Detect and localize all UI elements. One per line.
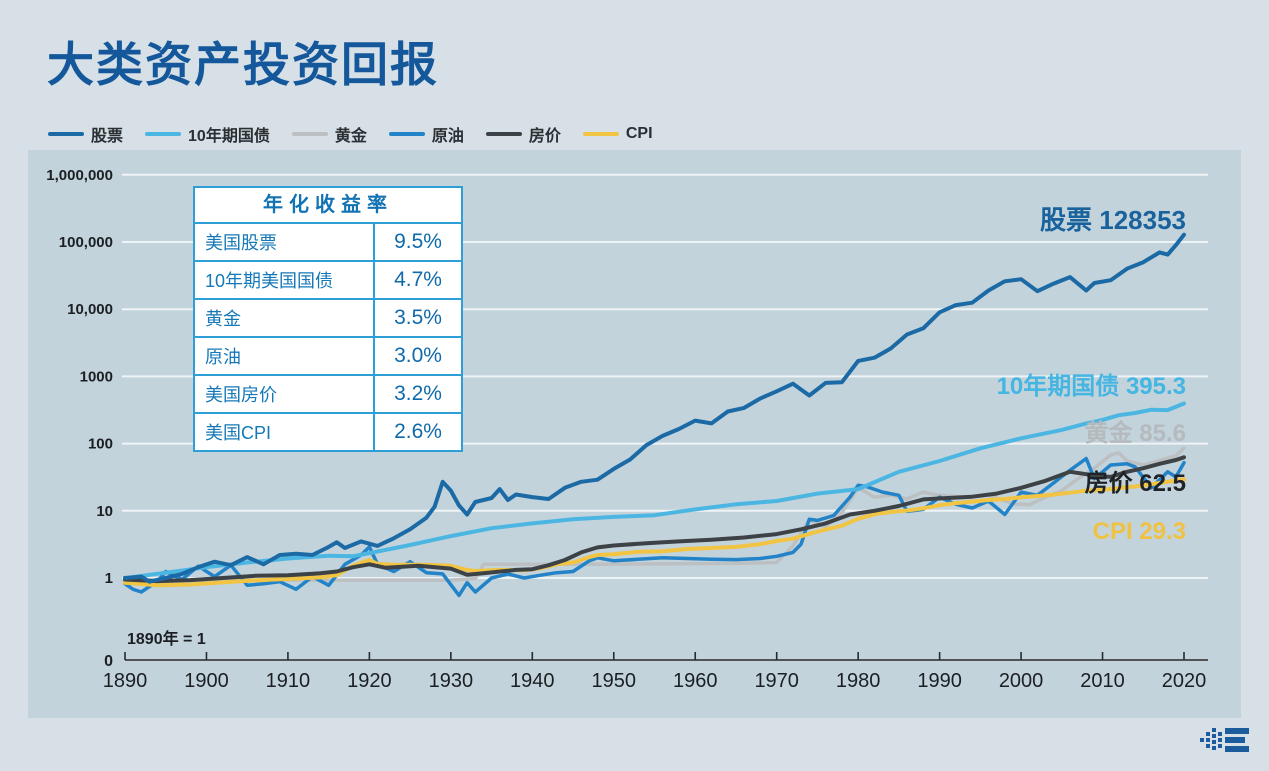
line-swatch-icon <box>48 132 84 136</box>
svg-text:1910: 1910 <box>266 670 311 692</box>
svg-text:1900: 1900 <box>184 670 229 692</box>
legend-item-oil: 原油 <box>388 122 464 146</box>
legend-item-treasury: 10年期国债 <box>145 122 270 146</box>
return-value: 9.5% <box>394 230 442 253</box>
return-value: 2.6% <box>394 420 442 443</box>
svg-text:100,000: 100,000 <box>59 234 113 251</box>
line-swatch-icon <box>582 132 619 136</box>
svg-text:0: 0 <box>104 653 113 670</box>
page-title: 大类资产投资回报 <box>47 38 439 91</box>
svg-text:股票 128353: 股票 128353 <box>1040 205 1186 235</box>
svg-text:1950: 1950 <box>592 670 637 692</box>
asset-label: 10年期美国国债 <box>195 262 375 298</box>
line-swatch-icon <box>485 132 522 136</box>
svg-text:1990: 1990 <box>917 670 962 692</box>
chart-legend: 股票 10年期国债 黄金 原油 房价 CPI <box>48 122 653 146</box>
returns-table: 年化收益率 美国股票 9.5% 10年期美国国债 4.7% 黄金 3.5% 原油… <box>193 186 463 452</box>
legend-label: CPI <box>625 125 653 142</box>
svg-text:2010: 2010 <box>1080 670 1125 692</box>
table-row: 黄金 3.5% <box>195 300 461 338</box>
return-value: 3.2% <box>394 382 442 405</box>
svg-text:1940: 1940 <box>510 670 555 692</box>
legend-label: 黄金 <box>334 128 367 145</box>
svg-text:房价 62.5: 房价 62.5 <box>1085 469 1186 497</box>
legend-item-house: 房价 <box>485 122 561 146</box>
svg-text:1970: 1970 <box>754 670 799 692</box>
legend-item-cpi: CPI <box>582 125 653 143</box>
table-row: 美国股票 9.5% <box>195 224 461 262</box>
legend-label: 10年期国债 <box>188 128 270 145</box>
svg-text:1920: 1920 <box>347 670 392 692</box>
table-row: 原油 3.0% <box>195 338 461 376</box>
legend-item-stocks: 股票 <box>48 122 123 146</box>
table-row: 10年期美国国债 4.7% <box>195 262 461 300</box>
svg-text:黄金 85.6: 黄金 85.6 <box>1085 419 1186 447</box>
asset-label: 美国房价 <box>195 376 375 412</box>
line-swatch-icon <box>291 132 328 136</box>
svg-text:1980: 1980 <box>836 670 881 692</box>
svg-text:10年期国债 395.3: 10年期国债 395.3 <box>997 372 1186 400</box>
svg-text:10,000: 10,000 <box>67 301 113 318</box>
svg-text:1: 1 <box>105 570 113 587</box>
asset-label: 黄金 <box>195 300 375 336</box>
table-row: 美国房价 3.2% <box>195 376 461 414</box>
legend-label: 股票 <box>91 128 124 145</box>
svg-text:100: 100 <box>88 436 113 453</box>
svg-text:1,000,000: 1,000,000 <box>46 167 113 184</box>
svg-text:1890: 1890 <box>103 670 148 692</box>
line-swatch-icon <box>145 132 182 136</box>
return-value: 3.0% <box>394 344 442 367</box>
svg-text:1930: 1930 <box>429 670 474 692</box>
brand-logo <box>1199 724 1251 761</box>
table-header: 年化收益率 <box>195 188 461 224</box>
svg-text:1960: 1960 <box>673 670 718 692</box>
svg-text:1000: 1000 <box>80 368 113 385</box>
svg-text:2020: 2020 <box>1162 670 1207 692</box>
legend-item-gold: 黄金 <box>291 122 367 146</box>
table-row: 美国CPI 2.6% <box>195 414 461 450</box>
svg-text:10: 10 <box>96 503 113 520</box>
return-value: 3.5% <box>394 306 442 329</box>
svg-text:CPI 29.3: CPI 29.3 <box>1093 518 1186 545</box>
asset-label: 原油 <box>195 338 375 374</box>
line-swatch-icon <box>388 132 425 136</box>
legend-label: 原油 <box>431 128 464 145</box>
return-value: 4.7% <box>394 268 442 291</box>
brand-logo-icon <box>1200 728 1249 752</box>
svg-text:1890年 = 1: 1890年 = 1 <box>127 629 206 648</box>
asset-label: 美国CPI <box>195 414 375 450</box>
asset-label: 美国股票 <box>195 224 375 260</box>
svg-text:2000: 2000 <box>999 670 1044 692</box>
legend-label: 房价 <box>528 128 561 145</box>
